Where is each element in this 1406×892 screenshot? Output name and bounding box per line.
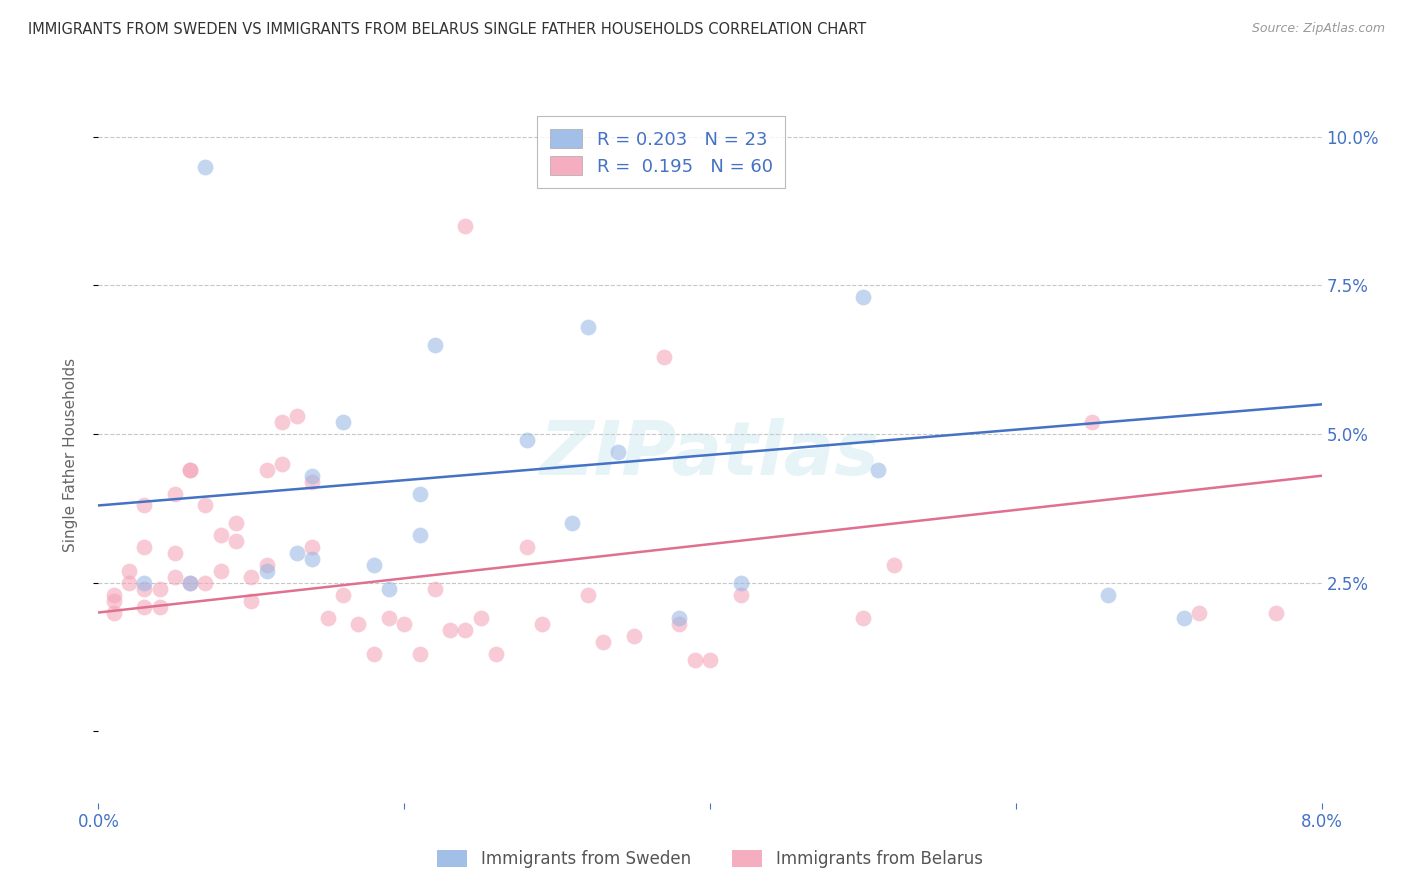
Point — [103, 606, 125, 620]
Point — [423, 338, 446, 352]
Point — [392, 617, 416, 632]
Point — [240, 593, 263, 607]
Point — [301, 468, 323, 483]
Point — [730, 575, 752, 590]
Point — [668, 617, 690, 632]
Point — [470, 611, 492, 625]
Point — [179, 463, 201, 477]
Point — [316, 611, 339, 625]
Point — [301, 540, 323, 554]
Legend: Immigrants from Sweden, Immigrants from Belarus: Immigrants from Sweden, Immigrants from … — [430, 843, 990, 874]
Point — [1081, 415, 1104, 429]
Point — [194, 575, 217, 590]
Point — [576, 588, 599, 602]
Point — [1188, 606, 1211, 620]
Text: IMMIGRANTS FROM SWEDEN VS IMMIGRANTS FROM BELARUS SINGLE FATHER HOUSEHOLDS CORRE: IMMIGRANTS FROM SWEDEN VS IMMIGRANTS FRO… — [28, 22, 866, 37]
Point — [209, 564, 232, 578]
Point — [530, 617, 553, 632]
Point — [868, 463, 890, 477]
Point — [179, 463, 201, 477]
Point — [408, 528, 430, 542]
Point — [730, 588, 752, 602]
Point — [256, 558, 278, 572]
Text: ZIPatlas: ZIPatlas — [540, 418, 880, 491]
Point — [103, 593, 125, 607]
Point — [332, 588, 354, 602]
Point — [699, 653, 721, 667]
Point — [408, 647, 430, 661]
Point — [576, 320, 599, 334]
Point — [134, 540, 156, 554]
Point — [285, 546, 308, 560]
Point — [408, 486, 430, 500]
Point — [301, 552, 323, 566]
Point — [423, 582, 446, 596]
Point — [652, 350, 675, 364]
Point — [454, 219, 477, 233]
Point — [240, 570, 263, 584]
Point — [103, 588, 125, 602]
Point — [454, 624, 477, 638]
Point — [332, 415, 354, 429]
Point — [149, 599, 172, 614]
Point — [363, 647, 385, 661]
Point — [852, 290, 875, 304]
Point — [270, 457, 294, 471]
Point — [378, 611, 401, 625]
Point — [883, 558, 905, 572]
Point — [852, 611, 875, 625]
Point — [209, 528, 232, 542]
Point — [285, 409, 308, 424]
Point — [301, 475, 323, 489]
Point — [256, 463, 278, 477]
Point — [118, 575, 141, 590]
Point — [439, 624, 461, 638]
Point — [1173, 611, 1195, 625]
Point — [134, 582, 156, 596]
Point — [561, 516, 583, 531]
Point — [516, 540, 538, 554]
Point — [179, 575, 201, 590]
Point — [194, 499, 217, 513]
Point — [378, 582, 401, 596]
Point — [163, 486, 186, 500]
Point — [668, 611, 690, 625]
Point — [1097, 588, 1119, 602]
Point — [225, 534, 247, 549]
Point — [134, 575, 156, 590]
Point — [485, 647, 508, 661]
Point — [516, 433, 538, 447]
Point — [134, 599, 156, 614]
Point — [179, 575, 201, 590]
Point — [163, 546, 186, 560]
Point — [592, 635, 614, 649]
Point — [134, 499, 156, 513]
Point — [363, 558, 385, 572]
Point — [118, 564, 141, 578]
Point — [256, 564, 278, 578]
Point — [347, 617, 370, 632]
Point — [225, 516, 247, 531]
Text: Source: ZipAtlas.com: Source: ZipAtlas.com — [1251, 22, 1385, 36]
Point — [194, 160, 217, 174]
Point — [270, 415, 294, 429]
Point — [683, 653, 706, 667]
Point — [163, 570, 186, 584]
Point — [149, 582, 172, 596]
Point — [1264, 606, 1286, 620]
Point — [607, 445, 630, 459]
Y-axis label: Single Father Households: Single Father Households — [63, 358, 77, 552]
Point — [623, 629, 645, 643]
